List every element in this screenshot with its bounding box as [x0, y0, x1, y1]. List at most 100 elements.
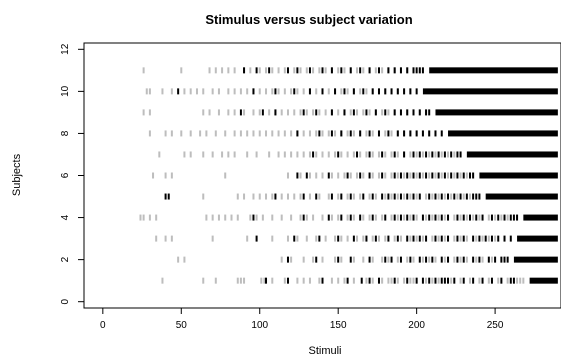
mark-light — [340, 235, 343, 242]
mark-light — [421, 172, 424, 179]
mark-light — [371, 151, 374, 158]
mark-light — [236, 277, 239, 284]
mark-dark — [399, 214, 402, 221]
mark-light — [343, 67, 346, 74]
mark-light — [265, 88, 268, 95]
mark-light — [224, 214, 227, 221]
mark-dark — [472, 193, 475, 200]
mark-dark — [384, 256, 387, 263]
mark-light — [409, 277, 412, 284]
mark-light — [239, 130, 242, 137]
mark-dark — [399, 67, 402, 74]
mark-light — [302, 88, 305, 95]
mark-dark — [456, 235, 459, 242]
mark-dark — [393, 277, 396, 284]
subject-row-1 — [161, 277, 558, 284]
mark-light — [280, 109, 283, 116]
mark-light — [403, 277, 406, 284]
mark-light — [371, 277, 374, 284]
mark-light — [443, 235, 446, 242]
mark-dark — [434, 130, 437, 137]
mark-light — [315, 130, 318, 137]
mark-dark — [352, 88, 355, 95]
mark-light — [205, 214, 208, 221]
mark-dark — [177, 88, 180, 95]
mark-light — [327, 151, 330, 158]
subject-row-10 — [145, 88, 558, 95]
mark-light — [321, 172, 324, 179]
mark-light — [318, 109, 321, 116]
mark-light — [302, 151, 305, 158]
mark-dark — [459, 193, 462, 200]
mark-light — [290, 151, 293, 158]
mark-dark — [377, 130, 380, 137]
mark-dark — [340, 130, 343, 137]
mark-light — [308, 193, 311, 200]
mark-dark — [381, 151, 384, 158]
mark-dark — [512, 277, 515, 284]
mark-light — [465, 256, 468, 263]
mark-dark — [478, 235, 481, 242]
mark-light — [227, 67, 230, 74]
mark-light — [155, 214, 158, 221]
mark-dark — [447, 235, 450, 242]
subject-row-3 — [155, 235, 558, 242]
mark-light — [453, 256, 456, 263]
mark-light — [346, 193, 349, 200]
mark-light — [409, 193, 412, 200]
subject-row-11 — [142, 67, 558, 74]
mark-dark — [475, 214, 478, 221]
mark-light — [428, 256, 431, 263]
mark-light — [164, 172, 167, 179]
mark-dark — [255, 67, 258, 74]
mark-dark — [418, 256, 421, 263]
mark-light — [365, 277, 368, 284]
mark-light — [290, 214, 293, 221]
mark-dark — [484, 235, 487, 242]
mark-dark — [330, 130, 333, 137]
mark-dark — [447, 256, 450, 263]
mark-solid-tail — [422, 88, 558, 95]
mark-light — [415, 151, 418, 158]
mark-light — [384, 193, 387, 200]
mark-light — [164, 235, 167, 242]
mark-light — [437, 193, 440, 200]
mark-light — [164, 130, 167, 137]
mark-dark — [440, 130, 443, 137]
mark-light — [217, 214, 220, 221]
mark-light — [217, 88, 220, 95]
mark-light — [255, 214, 258, 221]
mark-light — [447, 172, 450, 179]
mark-dark — [440, 256, 443, 263]
mark-light — [327, 193, 330, 200]
mark-dark — [371, 193, 374, 200]
mark-solid-tail — [513, 256, 558, 263]
mark-light — [377, 151, 380, 158]
mark-light — [453, 151, 456, 158]
mark-light — [252, 130, 255, 137]
mark-light — [233, 151, 236, 158]
mark-light — [318, 67, 321, 74]
mark-dark — [516, 214, 519, 221]
mark-dark — [406, 214, 409, 221]
mark-dark — [340, 214, 343, 221]
mark-dark — [440, 193, 443, 200]
mark-dark — [434, 235, 437, 242]
mark-light — [277, 151, 280, 158]
mark-dark — [421, 277, 424, 284]
mark-light — [396, 172, 399, 179]
mark-light — [390, 214, 393, 221]
x-tick-label: 100 — [251, 320, 268, 331]
mark-light — [522, 277, 525, 284]
mark-light — [352, 277, 355, 284]
mark-light — [334, 130, 337, 137]
mark-dark — [406, 109, 409, 116]
mark-dark — [387, 67, 390, 74]
mark-dark — [327, 172, 330, 179]
mark-light — [399, 235, 402, 242]
mark-light — [381, 67, 384, 74]
mark-dark — [359, 67, 362, 74]
mark-dark — [286, 277, 289, 284]
mark-light — [359, 193, 362, 200]
mark-dark — [437, 151, 440, 158]
